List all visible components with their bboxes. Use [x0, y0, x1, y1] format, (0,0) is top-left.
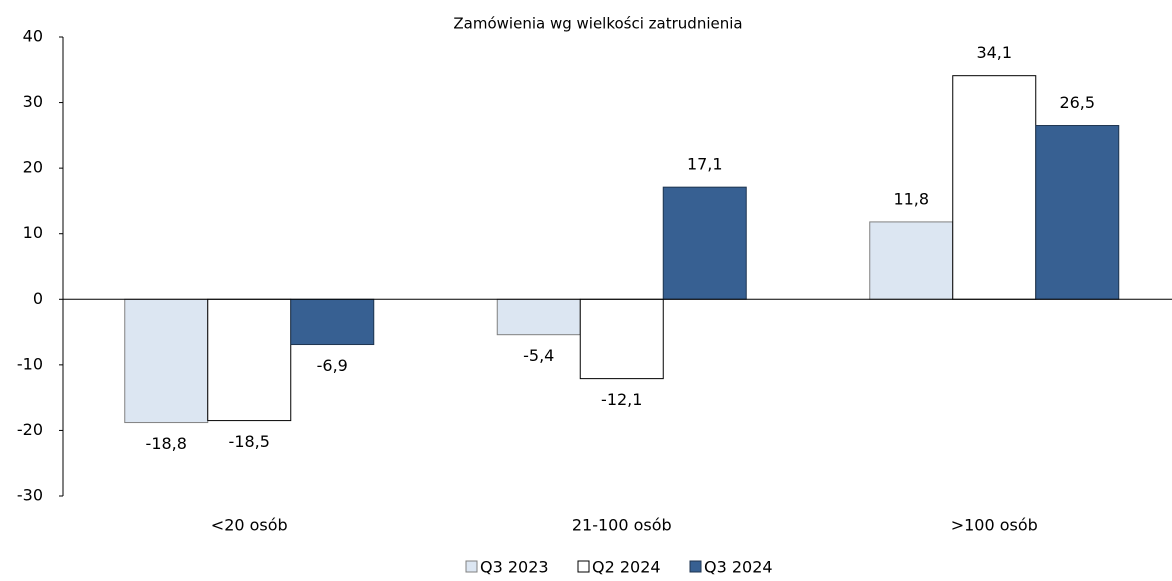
data-label: -6,9	[317, 356, 348, 375]
bar	[207, 298, 292, 422]
y-tick-label: 20	[23, 158, 43, 177]
bar	[869, 221, 954, 300]
bar	[1035, 125, 1120, 300]
y-tick-label: 30	[23, 92, 43, 111]
bar	[662, 186, 747, 300]
y-tick-label: 10	[23, 223, 43, 242]
y-tick-label: -30	[17, 486, 43, 505]
chart-title: Zamówienia wg wielkości zatrudnienia	[453, 15, 742, 33]
x-tick-label: <20 osób	[211, 516, 288, 535]
bar	[290, 298, 375, 346]
y-tick-label: -20	[17, 420, 43, 439]
bar	[124, 298, 209, 424]
x-tick-label: >100 osób	[951, 516, 1038, 535]
legend-label: Q3 2023	[480, 558, 549, 577]
y-tick-label: 40	[23, 27, 43, 46]
data-label: 26,5	[1059, 93, 1095, 112]
data-label: 17,1	[687, 155, 723, 174]
legend-label: Q3 2024	[704, 558, 773, 577]
data-label: -18,5	[229, 432, 270, 451]
y-tick-label: -10	[17, 354, 43, 373]
bar	[952, 75, 1037, 300]
bar	[496, 298, 581, 336]
legend-label: Q2 2024	[592, 558, 661, 577]
bar	[579, 298, 664, 380]
legend-swatch	[577, 560, 590, 573]
data-label: -5,4	[523, 346, 554, 365]
x-tick-label: 21-100 osób	[572, 516, 672, 535]
y-tick-label: 0	[33, 289, 43, 308]
data-label: 11,8	[893, 189, 929, 208]
legend-swatch	[465, 560, 478, 573]
data-label: -12,1	[601, 390, 642, 409]
data-label: -18,8	[146, 434, 187, 453]
data-label: 34,1	[976, 43, 1012, 62]
legend-swatch	[689, 560, 702, 573]
